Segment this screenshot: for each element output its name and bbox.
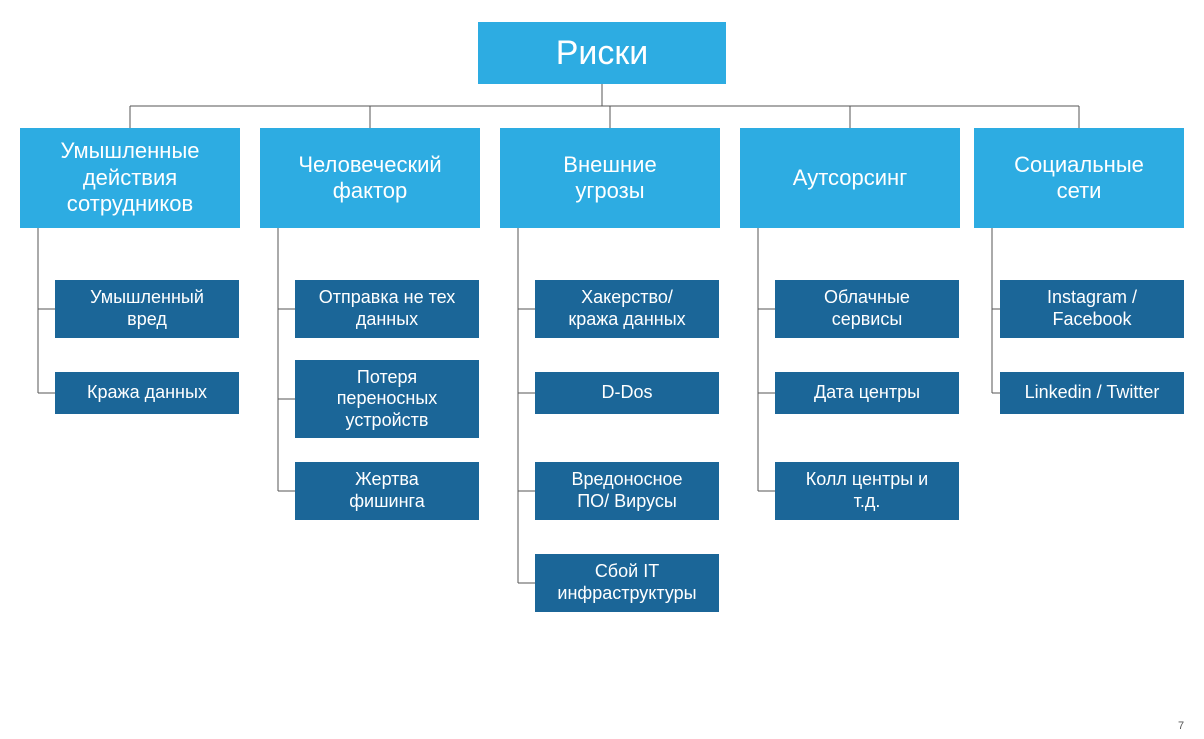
category-node-cat2: Человеческий фактор <box>260 128 480 228</box>
page-number: 7 <box>1178 720 1184 732</box>
leaf-node-c3l1: Хакерство/ кража данных <box>535 280 719 338</box>
leaf-node-c2l1: Отправка не тех данных <box>295 280 479 338</box>
leaf-node-c4l3: Колл центры и т.д. <box>775 462 959 520</box>
leaf-node-c3l4: Сбой IT инфраструктуры <box>535 554 719 612</box>
root-node-root: Риски <box>478 22 726 84</box>
category-node-cat1: Умышленные действия сотрудников <box>20 128 240 228</box>
leaf-node-c5l1: Instagram / Facebook <box>1000 280 1184 338</box>
leaf-node-c1l2: Кража данных <box>55 372 239 414</box>
category-node-cat5: Социальные сети <box>974 128 1184 228</box>
leaf-node-c2l2: Потеря переносных устройств <box>295 360 479 438</box>
category-node-cat3: Внешние угрозы <box>500 128 720 228</box>
leaf-node-c5l2: Linkedin / Twitter <box>1000 372 1184 414</box>
category-node-cat4: Аутсорсинг <box>740 128 960 228</box>
leaf-node-c2l3: Жертва фишинга <box>295 462 479 520</box>
leaf-node-c3l2: D-Dos <box>535 372 719 414</box>
leaf-node-c1l1: Умышленный вред <box>55 280 239 338</box>
leaf-node-c4l2: Дата центры <box>775 372 959 414</box>
connector-layer <box>0 0 1204 739</box>
leaf-node-c4l1: Облачные сервисы <box>775 280 959 338</box>
leaf-node-c3l3: Вредоносное ПО/ Вирусы <box>535 462 719 520</box>
